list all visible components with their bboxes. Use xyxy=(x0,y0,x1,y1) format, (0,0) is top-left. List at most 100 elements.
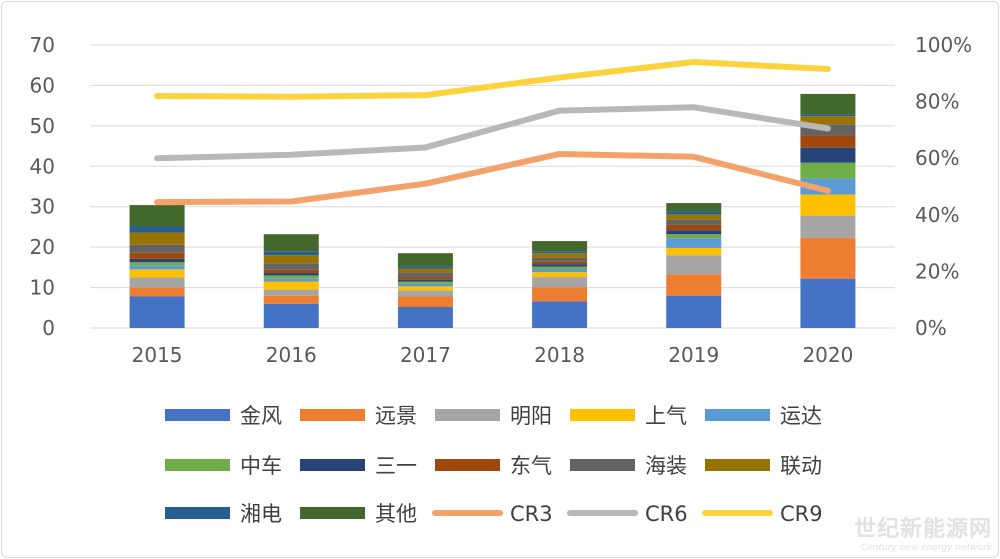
bar-segment xyxy=(263,234,319,252)
y-left-tick-label: 20 xyxy=(30,235,55,259)
bar-segment xyxy=(532,251,588,254)
y-right-tick-label: 100% xyxy=(915,33,972,57)
legend-label: CR3 xyxy=(510,502,553,526)
legend-label: 三一 xyxy=(375,454,417,478)
bar-segment xyxy=(263,273,319,276)
legend-swatch xyxy=(300,507,365,519)
y-left-tick-label: 60 xyxy=(30,73,55,97)
bar-segment xyxy=(532,268,588,273)
bar-segment xyxy=(129,262,185,266)
bar-segment xyxy=(397,296,453,307)
bar-segment xyxy=(129,244,185,253)
bar-segment xyxy=(263,303,319,328)
bar-segment xyxy=(666,234,722,239)
x-tick-label: 2018 xyxy=(534,343,585,367)
bar-segment xyxy=(397,306,453,328)
bar-segment xyxy=(532,287,588,302)
legend-label: 明阳 xyxy=(510,404,552,428)
bar-segment xyxy=(800,215,856,238)
bar-segment xyxy=(263,269,319,274)
bar-segment xyxy=(263,255,319,264)
bar-segment xyxy=(532,257,588,262)
legend-swatch xyxy=(165,409,230,421)
y-left-tick-label: 0 xyxy=(42,316,55,340)
legend-swatch xyxy=(570,409,635,421)
legend-label: 海装 xyxy=(645,454,687,478)
bar-segment xyxy=(397,290,453,297)
y-left-tick-label: 50 xyxy=(30,114,55,138)
y-right-tick-label: 40% xyxy=(915,203,959,227)
legend-label: 中车 xyxy=(240,454,282,478)
bar-segment xyxy=(666,238,722,248)
legend-label: 上气 xyxy=(645,404,687,428)
y-left-tick-label: 40 xyxy=(30,154,55,178)
legend-swatch xyxy=(705,409,770,421)
y-left-tick-label: 30 xyxy=(30,195,55,219)
bar-segment xyxy=(532,264,588,267)
bar-segment xyxy=(129,296,185,328)
bar-segment xyxy=(666,219,722,225)
legend-label: 湘电 xyxy=(240,502,282,526)
watermark-subtext: Century new energy network xyxy=(860,543,992,553)
bar-segment xyxy=(397,268,453,273)
legend-swatch xyxy=(435,459,500,471)
series-line-cr3 xyxy=(154,150,831,206)
x-tick-label: 2020 xyxy=(802,343,853,367)
series-line-cr9 xyxy=(154,58,831,100)
legend-swatch xyxy=(165,507,230,519)
bar-segment xyxy=(666,224,722,231)
bar-segment xyxy=(800,278,856,328)
bar-segment xyxy=(532,261,588,265)
bar-segment xyxy=(397,266,453,269)
legend-label: 其他 xyxy=(375,502,417,526)
bar-segment xyxy=(532,266,588,269)
bar-segment xyxy=(263,275,319,279)
bar-segment xyxy=(263,281,319,290)
y-right-tick-label: 60% xyxy=(915,146,959,170)
bar-segment xyxy=(397,281,453,284)
legend-label: CR9 xyxy=(780,502,823,526)
bar-segment xyxy=(800,114,856,117)
y-right-tick-label: 0% xyxy=(915,316,947,340)
legend-label: 运达 xyxy=(780,404,822,428)
series-line-cr6 xyxy=(154,104,831,162)
x-tick-label: 2019 xyxy=(668,343,719,367)
bar-segment xyxy=(532,272,588,278)
bar-segment xyxy=(397,253,453,267)
bar-segment xyxy=(129,269,185,278)
bar-segment xyxy=(800,116,856,125)
bar-segment xyxy=(666,211,722,215)
watermark-text: 世纪新能源网 xyxy=(853,517,992,542)
bar-segment xyxy=(666,230,722,235)
bar-segment xyxy=(129,287,185,297)
bar-segment xyxy=(397,272,453,278)
bar-segment xyxy=(129,232,185,245)
bar-segment xyxy=(532,301,588,328)
bar-segment xyxy=(800,147,856,163)
x-tick-label: 2016 xyxy=(266,343,317,367)
bar-segment xyxy=(666,255,722,275)
bar-segment xyxy=(263,278,319,282)
bar-segment xyxy=(800,93,856,115)
legend-label: 远景 xyxy=(375,404,417,428)
x-tick-label: 2017 xyxy=(400,343,451,367)
bar-segment xyxy=(666,203,722,212)
legend-label: 金风 xyxy=(240,404,282,428)
bar-segment xyxy=(666,274,722,296)
bar-segment xyxy=(666,214,722,220)
y-left-tick-label: 10 xyxy=(30,276,55,300)
bar-segment xyxy=(129,265,185,270)
y-left-tick-label: 70 xyxy=(30,33,55,57)
legend-label: CR6 xyxy=(645,502,688,526)
bar-segment xyxy=(800,162,856,179)
bar-segment xyxy=(532,277,588,288)
legend-swatch xyxy=(435,409,500,421)
bar-segment xyxy=(800,135,856,148)
bar-segment xyxy=(800,194,856,216)
x-tick-label: 2015 xyxy=(132,343,183,367)
legend-swatch xyxy=(705,459,770,471)
bar-segment xyxy=(800,178,856,195)
bar-segment xyxy=(532,241,588,252)
legend-swatch xyxy=(570,459,635,471)
